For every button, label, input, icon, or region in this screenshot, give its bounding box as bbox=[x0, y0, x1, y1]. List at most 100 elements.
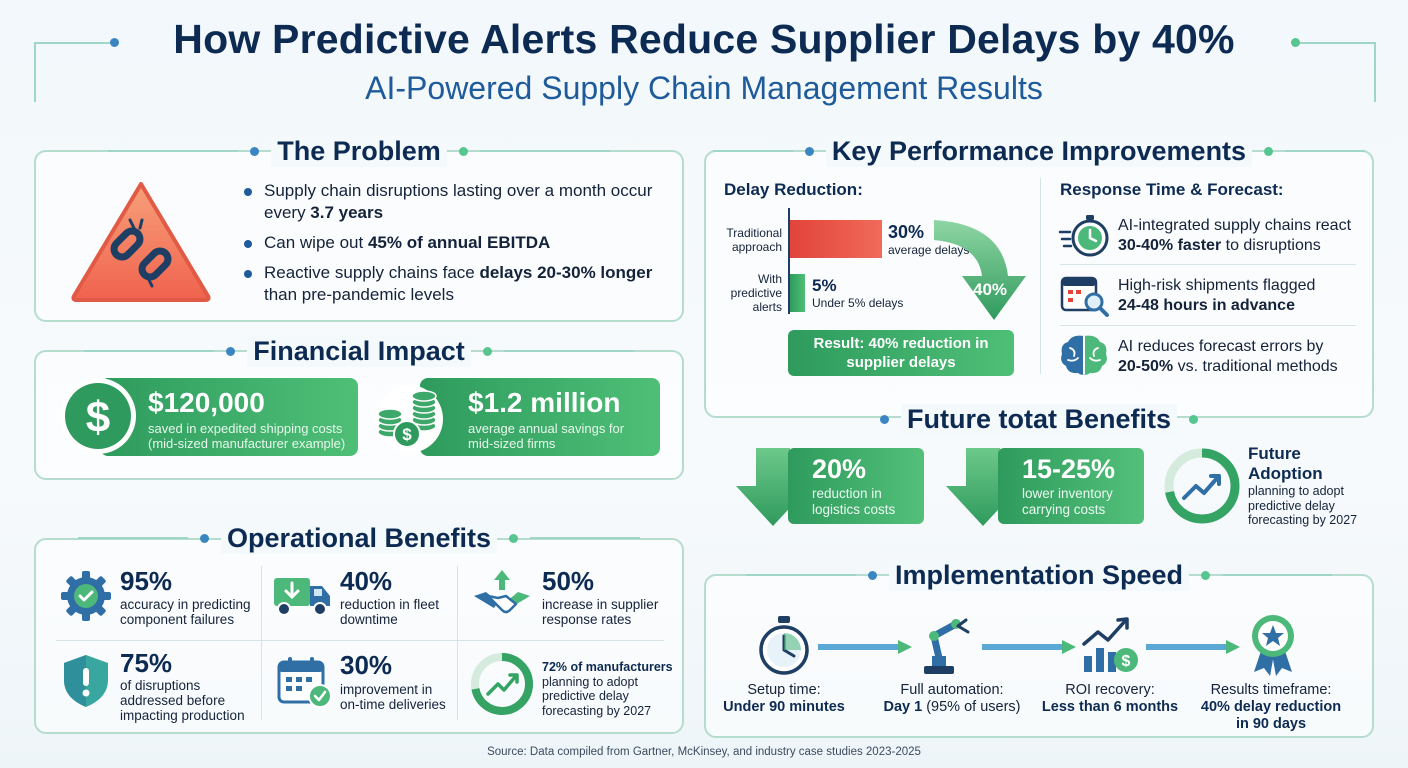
financial-value: $1.2 million bbox=[468, 387, 621, 418]
svg-text:$: $ bbox=[1122, 653, 1131, 670]
header-line-right-v bbox=[1374, 42, 1376, 102]
op-desc: improvement in on-time deliveries bbox=[340, 682, 446, 712]
delay-row-label: Traditional approach bbox=[726, 226, 782, 254]
step-arrow bbox=[818, 640, 912, 654]
header-line-left bbox=[34, 42, 114, 44]
problem-bullet: Supply chain disruptions lasting over a … bbox=[244, 180, 664, 224]
delay-row-label: With predictive alerts bbox=[730, 272, 782, 314]
svg-text:$: $ bbox=[402, 425, 412, 444]
result-badge: Result: 40% reduction in supplier delays bbox=[788, 330, 1014, 376]
shield-alert-icon bbox=[60, 652, 112, 710]
brain-icon bbox=[1058, 332, 1110, 378]
financial-desc: saved in expedited shipping costs (mid-si… bbox=[148, 421, 346, 451]
op-value: 30% bbox=[340, 650, 393, 680]
financial-header: Financial Impact bbox=[34, 334, 684, 368]
op-desc: reduction in fleet downtime bbox=[340, 597, 440, 627]
delay-bar-traditional bbox=[790, 220, 882, 258]
header-line-left-v bbox=[34, 42, 36, 102]
kpi-title: Key Performance Improvements bbox=[825, 135, 1253, 167]
header-dot-left bbox=[110, 38, 119, 47]
calendar-check-icon bbox=[276, 654, 334, 710]
problem-title: The Problem bbox=[271, 135, 447, 167]
op-adoption-text: 72% of manufacturers planning to adopt p… bbox=[542, 660, 673, 718]
future-card: 20% reduction in logistics costs bbox=[788, 448, 924, 524]
implementation-header: Implementation Speed bbox=[704, 558, 1374, 592]
delay-value: 30% bbox=[888, 222, 925, 242]
problem-dot-left bbox=[250, 146, 260, 156]
robot-arm-icon bbox=[914, 614, 974, 676]
broken-chain-warning-icon bbox=[68, 178, 214, 302]
header-line-right bbox=[1296, 42, 1376, 44]
operational-panel bbox=[34, 538, 684, 734]
header-dot-right bbox=[1291, 38, 1300, 47]
page-title: How Predictive Alerts Reduce Supplier De… bbox=[173, 16, 1235, 62]
reduction-arrow-icon bbox=[930, 218, 1030, 322]
calendar-search-icon bbox=[1058, 272, 1110, 318]
financial-value: $120,000 bbox=[148, 387, 265, 418]
op-desc: accuracy in predicting component failures bbox=[120, 597, 251, 627]
op-value: 50% bbox=[542, 566, 595, 596]
adoption-ring bbox=[470, 652, 534, 716]
future-desc: lower inventory carrying costs bbox=[1022, 486, 1113, 517]
op-desc: increase in supplier response rates bbox=[542, 597, 659, 627]
financial-title: Financial Impact bbox=[247, 335, 471, 367]
step-arrow bbox=[982, 640, 1076, 654]
impl-step: Results timeframe: 40% delay reduction in … bbox=[1200, 682, 1342, 732]
delay-desc: average delays bbox=[888, 243, 970, 257]
step-arrow bbox=[1146, 640, 1240, 654]
problem-bullet: Can wipe out 45% of annual EBITDA bbox=[244, 232, 664, 254]
response-text: AI reduces forecast errors by 20-50% vs.… bbox=[1118, 338, 1338, 375]
stopwatch-icon bbox=[1058, 212, 1110, 258]
delay-value: 5% bbox=[812, 276, 837, 295]
implementation-title: Implementation Speed bbox=[888, 559, 1190, 591]
response-text: High-risk shipments flagged 24-48 hours … bbox=[1118, 277, 1316, 314]
impl-step: Setup time: Under 90 minutes bbox=[723, 682, 845, 715]
source-note: Source: Data compiled from Gartner, McKi… bbox=[487, 746, 921, 758]
coins-icon: $ bbox=[372, 384, 446, 454]
delay-bar-predictive bbox=[790, 274, 806, 312]
stopwatch-icon bbox=[756, 614, 812, 676]
future-desc: reduction in logistics costs bbox=[812, 486, 896, 517]
down-arrow-icon bbox=[736, 448, 810, 526]
down-arrow-icon bbox=[946, 448, 1020, 526]
response-text: AI-integrated supply chains react 30-40%… bbox=[1118, 217, 1352, 254]
operational-title: Operational Benefits bbox=[220, 522, 498, 554]
kpi-header: Key Performance Improvements bbox=[704, 134, 1374, 168]
svg-text:$: $ bbox=[86, 393, 110, 442]
future-header: Future totat Benefits bbox=[704, 402, 1374, 436]
financial-card: $120,000 saved in expedited shipping cos… bbox=[100, 378, 358, 456]
problem-bullet: Reactive supply chains face delays 20-30… bbox=[244, 262, 664, 306]
gear-check-icon bbox=[58, 568, 114, 624]
award-ribbon-icon bbox=[1246, 612, 1300, 676]
future-adoption-text: Future Adoption planning to adopt predic… bbox=[1248, 444, 1358, 527]
op-desc: of disruptions addressed before impacting … bbox=[120, 678, 245, 723]
financial-desc: average annual savings for mid-sized firm… bbox=[468, 421, 625, 451]
delay-title: Delay Reduction: bbox=[724, 180, 863, 199]
delay-desc: Under 5% delays bbox=[812, 296, 904, 310]
future-card: 15-25% lower inventory carrying costs bbox=[998, 448, 1144, 524]
future-adoption-ring bbox=[1162, 446, 1242, 526]
impl-step: ROI recovery: Less than 6 months bbox=[1041, 682, 1179, 715]
dollar-icon: $ bbox=[58, 376, 138, 456]
operational-header: Operational Benefits bbox=[34, 521, 684, 555]
roi-chart-icon: $ bbox=[1080, 612, 1140, 676]
future-title: Future totat Benefits bbox=[900, 403, 1177, 435]
financial-card: $1.2 million average annual savings for m… bbox=[420, 378, 660, 456]
adoption-ring-arc bbox=[471, 653, 533, 715]
response-title: Response Time & Forecast: bbox=[1060, 180, 1284, 199]
problem-bullets: Supply chain disruptions lasting over a … bbox=[244, 180, 664, 314]
kpi-panel bbox=[704, 150, 1374, 418]
truck-icon bbox=[270, 570, 334, 620]
handshake-icon bbox=[470, 566, 534, 622]
future-adoption-ring-arc bbox=[1164, 448, 1240, 524]
page-subtitle: AI-Powered Supply Chain Management Resul… bbox=[365, 70, 1043, 106]
reduction-arrow-label: 40% bbox=[972, 280, 1008, 299]
future-value: 15-25% bbox=[1022, 454, 1116, 484]
problem-header: The Problem bbox=[34, 134, 684, 168]
op-value: 95% bbox=[120, 566, 173, 596]
op-value: 40% bbox=[340, 566, 393, 596]
op-value: 75% bbox=[120, 648, 173, 678]
problem-dot-right bbox=[458, 146, 468, 156]
future-value: 20% bbox=[812, 454, 867, 484]
delay-axis bbox=[788, 208, 790, 314]
